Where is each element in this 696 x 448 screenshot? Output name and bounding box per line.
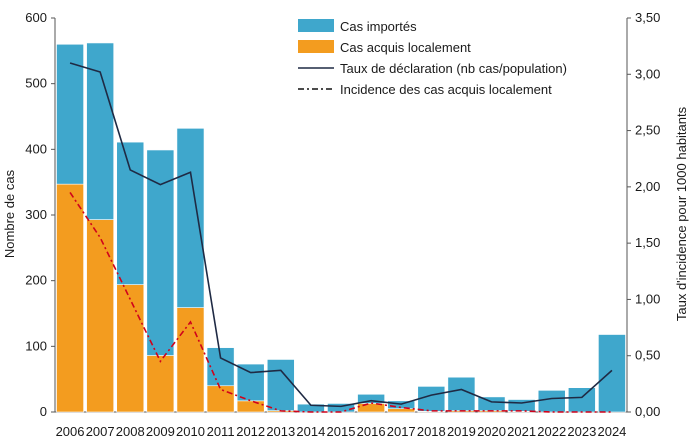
lines [69, 62, 613, 413]
bar-cas-import-s-2010 [176, 128, 205, 308]
bar-cas-acquis-localement-2008 [116, 284, 145, 413]
x-tick-label: 2017 [387, 424, 416, 439]
y-tick-label: 0 [40, 404, 47, 419]
y-tick-label: 600 [25, 10, 47, 25]
y-tick-label: 200 [25, 273, 47, 288]
x-tick-label: 2010 [176, 424, 205, 439]
bar-cas-acquis-localement-2012 [236, 400, 265, 413]
y2-tick-label: 0,00 [635, 404, 660, 419]
bar-cas-import-s-2021 [507, 399, 536, 412]
x-tick-label: 2018 [417, 424, 446, 439]
x-tick-label: 2019 [447, 424, 476, 439]
x-tick-label: 2013 [266, 424, 295, 439]
y-tick-label: 100 [25, 338, 47, 353]
line-taux-de-d-claration-nb-cas-population- [69, 62, 613, 408]
y2-tick-label: 1,50 [635, 235, 660, 250]
x-tick-label: 2020 [477, 424, 506, 439]
bar-cas-import-s-2024 [598, 334, 626, 413]
y2-tick-label: 1,00 [635, 291, 660, 306]
y2-tick-label: 2,00 [635, 179, 660, 194]
bar-cas-import-s-2012 [236, 363, 265, 402]
x-tick-label: 2007 [86, 424, 115, 439]
line-incidence-des-cas-acquis-localement [69, 192, 612, 413]
bar-cas-import-s-2008 [116, 141, 145, 285]
y2-tick-label: 0,50 [635, 348, 660, 363]
x-tick-label: 2011 [207, 424, 235, 439]
y2-axis-title: Taux d'incidence pour 1000 habitants [674, 106, 689, 321]
x-tick-label: 2022 [537, 424, 566, 439]
y2-tick-label: 3,50 [635, 10, 660, 25]
bar-cas-acquis-localement-2011 [206, 385, 235, 413]
x-tick-label: 2014 [296, 424, 325, 439]
bar-cas-import-s-2006 [56, 43, 84, 185]
legend-entry: Taux de déclaration (nb cas/population) [340, 61, 567, 76]
y-tick-label: 500 [25, 76, 47, 91]
legend-entry: Incidence des cas acquis localement [340, 82, 552, 97]
x-tick-label: 2021 [507, 424, 536, 439]
bar-cas-acquis-localement-2017 [387, 408, 416, 413]
bar-cas-import-s-2018 [417, 386, 446, 412]
legend-swatch [298, 40, 334, 53]
bar-cas-acquis-localement-2010 [176, 307, 205, 413]
legend-swatch [298, 19, 334, 32]
x-tick-label: 2015 [327, 424, 356, 439]
bar-cas-acquis-localement-2007 [86, 219, 115, 413]
bar-cas-import-s-2023 [567, 387, 596, 413]
legend: Cas importés Cas acquis localement Taux de… [298, 19, 567, 97]
x-tick-label: 2008 [116, 424, 145, 439]
x-tick-label: 2006 [56, 424, 85, 439]
bar-cas-import-s-2013 [266, 359, 295, 411]
bar-cas-import-s-2020 [477, 396, 506, 411]
bar-cas-import-s-2022 [537, 390, 566, 413]
x-tick-label: 2024 [597, 424, 626, 439]
y2-tick-label: 3,00 [635, 66, 660, 81]
y-tick-label: 300 [25, 207, 47, 222]
y-tick-label: 400 [25, 141, 47, 156]
axes: 0 100 200 300 400 500 600 0,00 0,50 1,00 1,50 2,00 2… [25, 10, 660, 439]
x-tick-label: 2023 [567, 424, 596, 439]
x-tick-label: 2016 [357, 424, 386, 439]
legend-entry: Cas acquis localement [340, 40, 471, 55]
bars [56, 42, 626, 413]
legend-entry: Cas importés [340, 19, 417, 34]
x-tick-label: 2012 [236, 424, 265, 439]
x-tick-label: 2009 [146, 424, 175, 439]
y2-tick-label: 2,50 [635, 123, 660, 138]
bar-cas-acquis-localement-2009 [146, 355, 175, 413]
y-axis-title: Nombre de cas [2, 169, 17, 258]
bar-cas-acquis-localement-2006 [56, 183, 84, 413]
